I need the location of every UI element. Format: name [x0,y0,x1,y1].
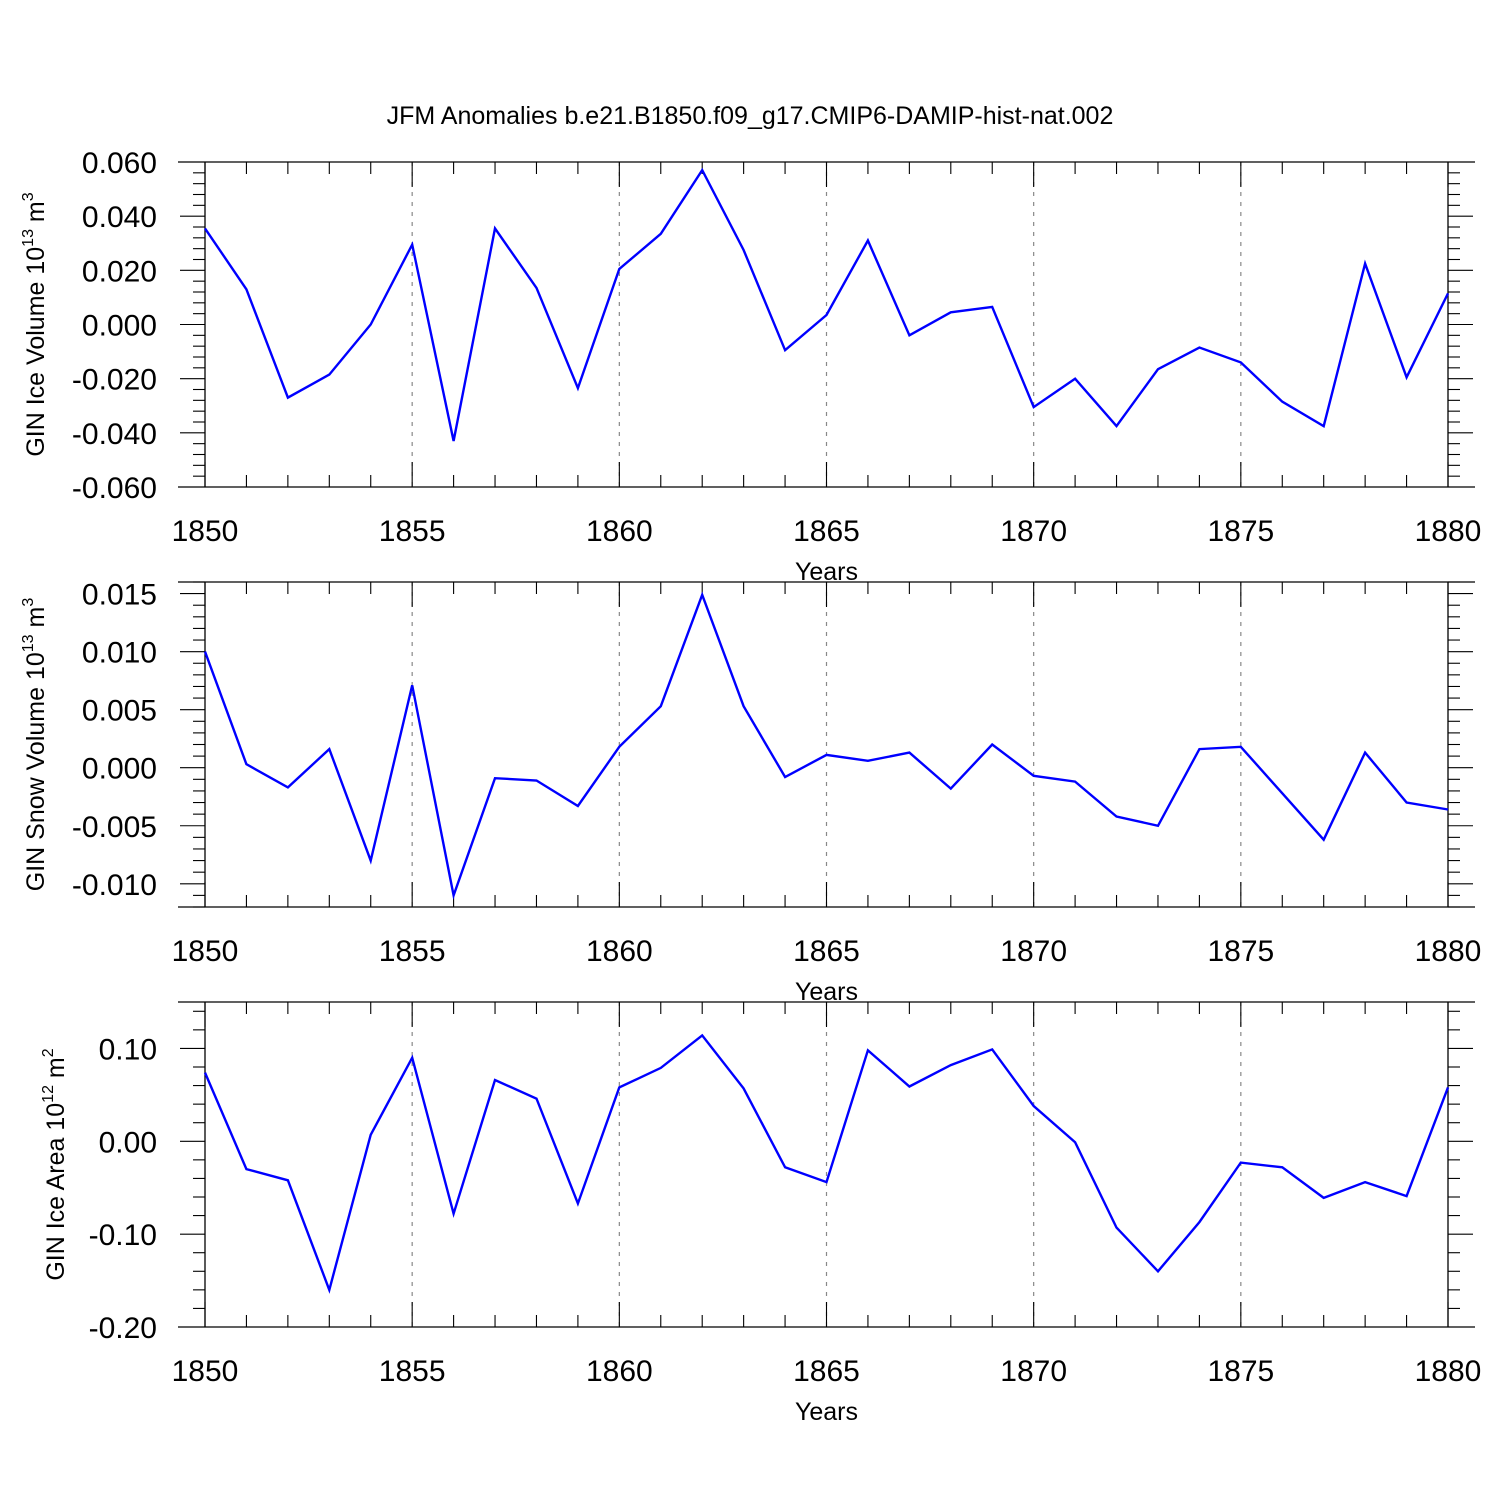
x-axis-label: Years [795,558,858,586]
y-tick-label: -0.10 [89,1219,157,1252]
y-axis-label-text: GIN Snow Volume 10 [22,652,50,891]
y-tick-label: 0.000 [82,310,157,343]
y-tick-label: 0.020 [82,255,157,288]
y-tick-label: -0.020 [72,364,157,397]
y-tick-label: 0.040 [82,201,157,234]
x-tick-label: 1875 [1207,515,1274,548]
y-tick-label: 0.010 [82,637,157,670]
x-tick-label: 1870 [1000,1355,1067,1388]
y-axis-label-text: GIN Ice Volume 10 [22,247,50,457]
x-tick-label: 1855 [379,1355,446,1388]
x-tick-label: 1855 [379,935,446,968]
x-tick-label: 1860 [586,515,653,548]
y-axis-label-exponent: 13 [20,634,37,652]
x-tick-label: 1850 [172,515,239,548]
y-tick-label: -0.040 [72,418,157,451]
x-tick-label: 1865 [793,515,860,548]
y-tick-label: 0.060 [82,147,157,180]
x-tick-label: 1875 [1207,1355,1274,1388]
x-tick-label: 1860 [586,1355,653,1388]
y-axis-label-unit-exponent: 2 [40,1048,57,1057]
y-tick-label: -0.005 [72,811,157,844]
y-axis-label-unit: m [42,1057,70,1085]
y-axis-label-exponent: 12 [40,1085,57,1103]
x-tick-label: 1880 [1415,1355,1482,1388]
y-axis-label-unit-exponent: 3 [20,192,37,201]
x-tick-label: 1855 [379,515,446,548]
y-axis-label: GIN Ice Area 1012 m2 [40,1048,70,1280]
y-tick-label: 0.005 [82,695,157,728]
x-axis-label: Years [795,978,858,1006]
y-tick-label: 0.10 [99,1033,157,1066]
x-tick-label: 1870 [1000,935,1067,968]
x-tick-label: 1865 [793,935,860,968]
figure-title: JFM Anomalies b.e21.B1850.f09_g17.CMIP6-… [387,102,1114,130]
x-tick-label: 1880 [1415,935,1482,968]
series-line-3-1 [203,1033,1450,1294]
x-tick-label: 1880 [1415,515,1482,548]
series-line-1-1 [204,167,1450,442]
y-axis-label-unit: m [22,201,50,229]
chart-panel-2: 1850 1855 1860 1865 1870 1875 1880 0.015 0.010 0.… [20,579,1481,1006]
y-axis-label: GIN Snow Volume 1013 m3 [20,598,50,892]
x-tick-label: 1860 [586,935,653,968]
y-axis-label: GIN Ice Volume 1013 m3 [20,192,50,456]
x-tick-label: 1875 [1207,935,1274,968]
y-tick-label: 0.000 [82,753,157,786]
y-tick-label: -0.010 [72,869,157,902]
y-axis-label-text: GIN Ice Area 10 [42,1103,70,1281]
y-tick-label: -0.060 [72,472,157,505]
chart-panel-3: 1850 1855 1860 1865 1870 1875 1880 0.10 0.00 -0.1… [40,1001,1482,1426]
series-line-2-1 [203,591,1449,900]
y-axis-label-exponent: 13 [20,229,37,247]
y-tick-label: 0.015 [82,579,157,612]
x-tick-label: 1865 [793,1355,860,1388]
x-tick-label: 1850 [172,935,239,968]
x-axis-label: Years [795,1398,858,1426]
x-tick-label: 1870 [1000,515,1067,548]
y-tick-label: 0.00 [99,1126,157,1159]
x-tick-label: 1850 [172,1355,239,1388]
y-axis-label-unit: m [22,607,50,635]
y-tick-label: -0.20 [89,1312,157,1345]
chart-panel-1: 1850 1855 1860 1865 1870 1875 1880 0.060 0.040 0.… [20,147,1481,586]
y-axis-label-unit-exponent: 3 [20,598,37,607]
